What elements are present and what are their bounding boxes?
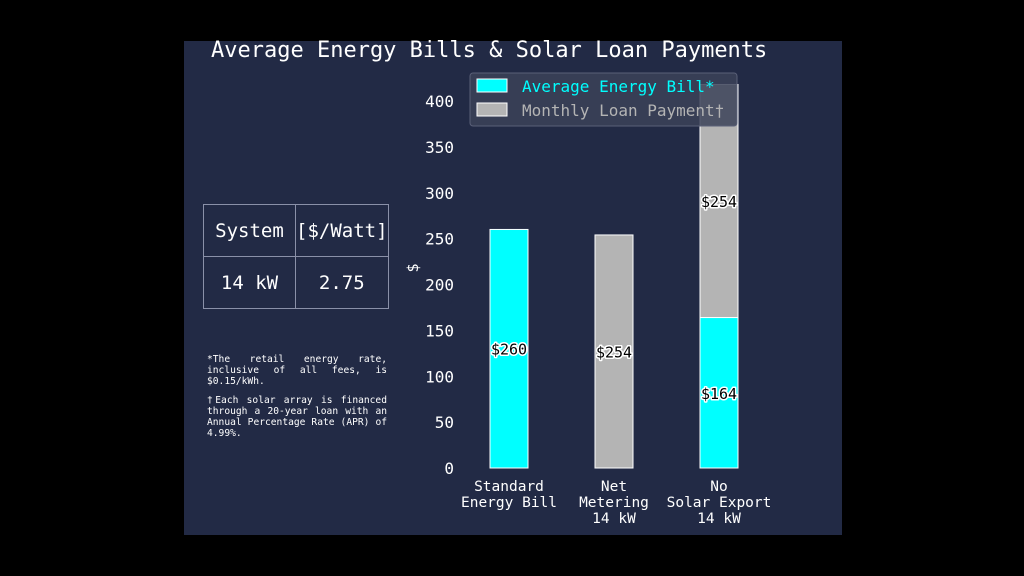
- table-header-system: System: [203, 204, 296, 257]
- table-header-row: System [$/Watt]: [203, 204, 389, 257]
- data-label: $164: [701, 385, 737, 403]
- table-cell-system: 14 kW: [203, 256, 296, 309]
- legend-box: [469, 72, 738, 127]
- y-tick-label: 100: [425, 367, 454, 386]
- y-tick-label: 350: [425, 138, 454, 157]
- system-spec-table: System [$/Watt] 14 kW 2.75: [203, 204, 389, 309]
- data-label: $254: [596, 343, 632, 361]
- x-tick-label: Solar Export: [667, 495, 772, 511]
- table-row: 14 kW 2.75: [203, 256, 389, 309]
- y-tick-label: 400: [425, 92, 454, 111]
- table-cell-price: 2.75: [295, 256, 389, 309]
- legend-swatch: [476, 102, 508, 117]
- x-tick-label: No: [710, 479, 727, 495]
- x-tick-label: 14 kW: [592, 511, 636, 527]
- y-tick-label: 150: [425, 321, 454, 340]
- y-tick-label: 0: [444, 459, 454, 478]
- bar-loan-payment: [594, 234, 634, 469]
- x-tick-label: Net: [601, 479, 627, 495]
- y-tick-label: 200: [425, 276, 454, 295]
- y-axis-label: $: [404, 263, 422, 272]
- x-tick-label: Energy Bill: [461, 495, 557, 511]
- chart-title: Average Energy Bills & Solar Loan Paymen…: [211, 38, 768, 63]
- loan-note: †Each solar array is financed through a …: [207, 395, 387, 439]
- energy-rate-note: *The retail energy rate, inclusive of al…: [207, 354, 387, 387]
- legend-swatch: [476, 78, 508, 93]
- y-tick-label: 50: [435, 413, 454, 432]
- legend-entry: Average Energy Bill*: [522, 77, 715, 96]
- data-label: $260: [491, 341, 527, 359]
- y-tick-label: 300: [425, 184, 454, 203]
- data-label: $254: [701, 193, 737, 211]
- x-tick-label: 14 kW: [697, 511, 741, 527]
- bar-energy-bill: [489, 228, 529, 469]
- y-tick-label: 250: [425, 230, 454, 249]
- legend-entry: Monthly Loan Payment†: [522, 101, 724, 120]
- x-tick-label: Metering: [579, 495, 649, 511]
- x-tick-label: Standard: [474, 479, 544, 495]
